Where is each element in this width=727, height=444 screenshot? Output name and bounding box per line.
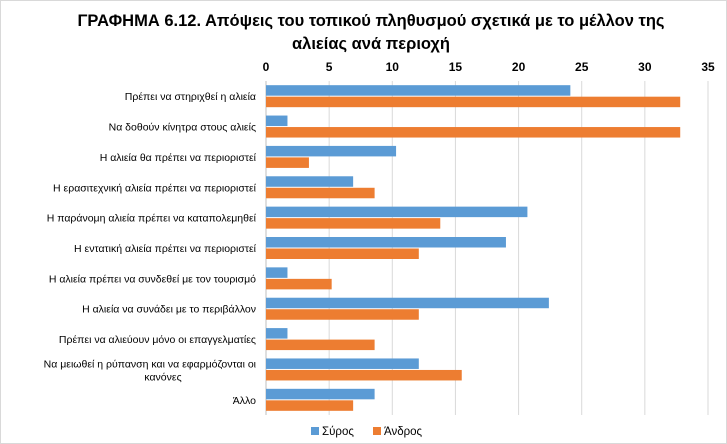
bars xyxy=(266,85,681,411)
bar-series-2 xyxy=(266,187,375,199)
x-tick-label: 0 xyxy=(263,60,270,74)
bar-series-2 xyxy=(266,339,375,351)
x-tick-label: 15 xyxy=(449,60,463,74)
bar-series-2 xyxy=(266,400,354,411)
bar-series-2 xyxy=(266,278,332,290)
category-label: Η αλιεία πρέπει να συνδεθεί με τον τουρι… xyxy=(49,273,256,285)
bar-series-2 xyxy=(266,369,462,381)
legend-label: Σύρος xyxy=(322,426,354,438)
legend: Σύρος Άνδρος xyxy=(311,426,423,438)
bar-series-2 xyxy=(266,157,309,168)
bar-series-2 xyxy=(266,127,681,138)
x-tick-label: 25 xyxy=(575,60,589,74)
bar-series-2 xyxy=(266,309,419,320)
bar-series-1 xyxy=(266,267,288,278)
bar-series-1 xyxy=(266,145,397,157)
legend-swatch xyxy=(311,427,319,435)
bar-series-1 xyxy=(266,85,571,96)
category-label: Πρέπει να στηριχθεί η αλιεία xyxy=(125,91,256,103)
x-axis-ticks: 0 5 10 15 20 25 30 35 xyxy=(263,60,715,74)
chart-title: ΓΡΑΦΗΜΑ 6.12. Απόψεις του τοπικού πληθυσ… xyxy=(77,12,665,53)
category-label: Η εντατική αλιεία πρέπει να περιοριστεί xyxy=(74,243,257,255)
bar-series-2 xyxy=(266,96,681,108)
x-tick-label: 10 xyxy=(386,60,400,74)
category-labels: Πρέπει να στηριχθεί η αλιεία Να δοθούν κί… xyxy=(44,91,257,407)
x-tick-label: 5 xyxy=(326,60,333,74)
bar-series-1 xyxy=(266,237,506,248)
legend-swatch xyxy=(373,427,381,435)
category-label: Να δοθούν κίνητρα στους αλιείς xyxy=(109,122,256,134)
bar-series-2 xyxy=(266,218,441,229)
bar-series-1 xyxy=(266,358,419,369)
category-label: Η ερασιτεχνική αλιεία πρέπει να περιορισ… xyxy=(53,182,257,194)
category-label: Η αλιεία θα πρέπει να περιοριστεί xyxy=(100,152,257,164)
category-label: Να μειωθεί η ρύπανση και να εφαρμόζονται… xyxy=(44,358,257,383)
x-tick-label: 30 xyxy=(638,60,652,74)
x-tick-label: 35 xyxy=(701,60,715,74)
bar-series-2 xyxy=(266,248,419,259)
bar-series-1 xyxy=(266,206,528,218)
bar-series-1 xyxy=(266,115,288,127)
legend-label: Άνδρος xyxy=(384,426,423,438)
bar-series-1 xyxy=(266,388,375,400)
bar-series-1 xyxy=(266,328,288,339)
category-label: Άλλο xyxy=(233,395,256,407)
bar-series-1 xyxy=(266,297,549,309)
bar-series-1 xyxy=(266,176,354,187)
x-tick-label: 20 xyxy=(512,60,526,74)
category-label: Η παράνομη αλιεία πρέπει να καταπολεμηθε… xyxy=(47,213,257,225)
category-label: Η αλιεία να συνάδει με το περιβάλλον xyxy=(82,304,256,316)
category-label: Πρέπει να αλιεύουν μόνο οι επαγγελματίες xyxy=(59,334,256,346)
